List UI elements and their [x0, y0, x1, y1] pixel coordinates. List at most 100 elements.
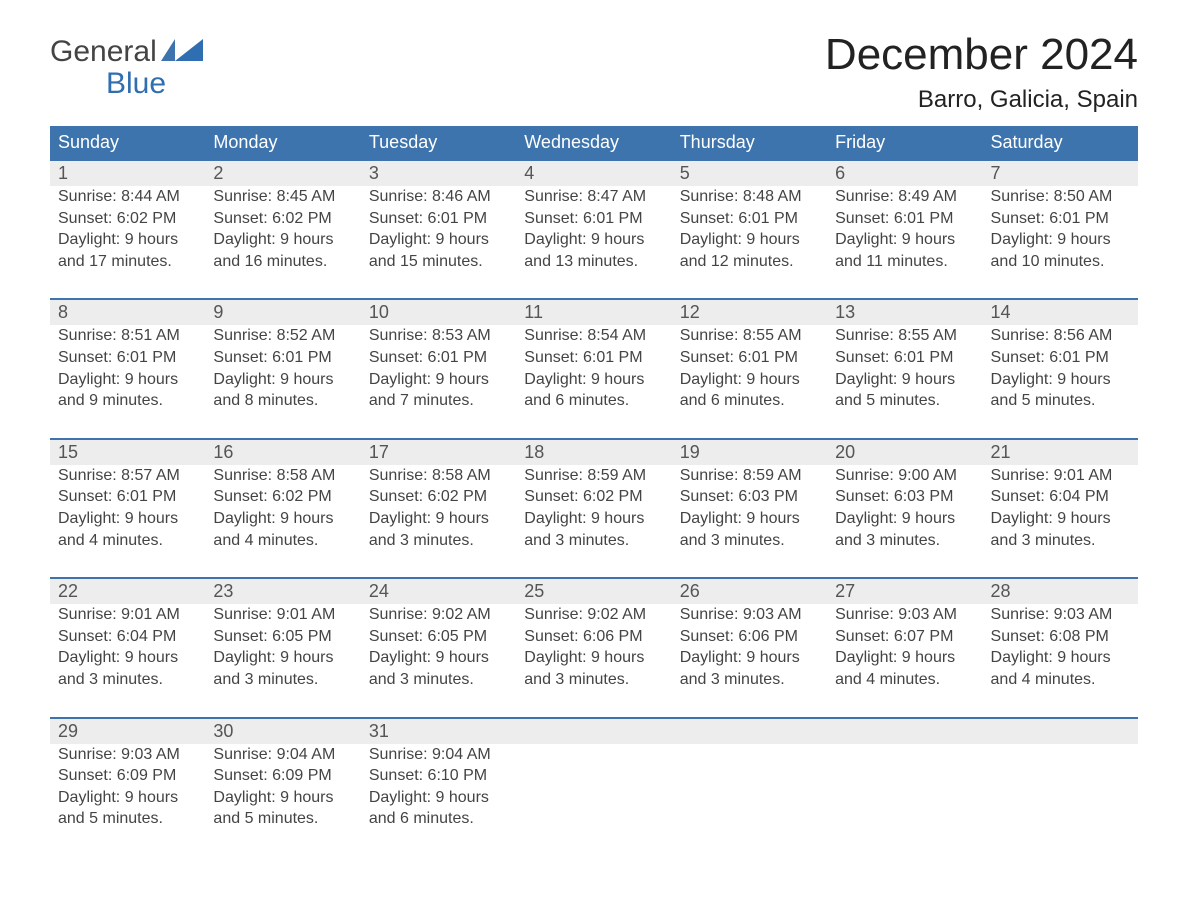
day-info-line: Sunrise: 9:01 AM [58, 604, 197, 626]
day-number-cell [516, 718, 671, 744]
day-number-row: 22232425262728 [50, 578, 1138, 604]
day-number-cell: 12 [672, 299, 827, 325]
day-info-line: and 3 minutes. [58, 669, 197, 691]
day-info-line: Sunset: 6:01 PM [991, 347, 1130, 369]
day-info-line: and 4 minutes. [58, 530, 197, 552]
day-info-line: Sunrise: 9:04 AM [213, 744, 352, 766]
day-info-line: Sunset: 6:02 PM [213, 486, 352, 508]
day-info-line: Daylight: 9 hours [369, 229, 508, 251]
day-info-line: Sunrise: 8:45 AM [213, 186, 352, 208]
day-number-row: 891011121314 [50, 299, 1138, 325]
day-info-line: Daylight: 9 hours [991, 229, 1130, 251]
day-info-line: Sunrise: 8:46 AM [369, 186, 508, 208]
day-info-line: Sunset: 6:01 PM [680, 347, 819, 369]
day-info-line: Sunrise: 8:59 AM [680, 465, 819, 487]
day-number-row: 1234567 [50, 160, 1138, 186]
day-info-line: Daylight: 9 hours [835, 229, 974, 251]
day-info-line: Sunset: 6:07 PM [835, 626, 974, 648]
day-info-line: and 3 minutes. [991, 530, 1130, 552]
day-content-cell: Sunrise: 8:59 AMSunset: 6:02 PMDaylight:… [516, 465, 671, 578]
day-number-row: 293031 [50, 718, 1138, 744]
day-content-cell: Sunrise: 8:48 AMSunset: 6:01 PMDaylight:… [672, 186, 827, 299]
day-content-cell: Sunrise: 8:49 AMSunset: 6:01 PMDaylight:… [827, 186, 982, 299]
day-info-line: Sunset: 6:01 PM [58, 347, 197, 369]
day-number-cell: 25 [516, 578, 671, 604]
day-info-line: Daylight: 9 hours [58, 647, 197, 669]
day-content-cell: Sunrise: 8:55 AMSunset: 6:01 PMDaylight:… [827, 325, 982, 438]
day-info-line: Sunset: 6:01 PM [213, 347, 352, 369]
day-info-line: Sunset: 6:10 PM [369, 765, 508, 787]
day-info-line: Sunrise: 8:51 AM [58, 325, 197, 347]
day-info-line: and 17 minutes. [58, 251, 197, 273]
day-info-line: Daylight: 9 hours [680, 229, 819, 251]
day-number-cell: 21 [983, 439, 1138, 465]
day-info-line: Daylight: 9 hours [58, 508, 197, 530]
day-content-cell: Sunrise: 8:58 AMSunset: 6:02 PMDaylight:… [205, 465, 360, 578]
day-info-line: and 6 minutes. [524, 390, 663, 412]
day-number-cell: 7 [983, 160, 1138, 186]
day-content-cell: Sunrise: 8:47 AMSunset: 6:01 PMDaylight:… [516, 186, 671, 299]
day-info-line: Daylight: 9 hours [58, 369, 197, 391]
day-number-cell: 4 [516, 160, 671, 186]
day-info-line: and 12 minutes. [680, 251, 819, 273]
day-number-cell: 13 [827, 299, 982, 325]
logo-flag-icon [161, 36, 203, 68]
day-number-cell [672, 718, 827, 744]
day-content-cell: Sunrise: 9:04 AMSunset: 6:10 PMDaylight:… [361, 744, 516, 856]
day-info-line: and 3 minutes. [835, 530, 974, 552]
day-info-line: and 5 minutes. [835, 390, 974, 412]
day-number-cell: 31 [361, 718, 516, 744]
day-content-row: Sunrise: 9:03 AMSunset: 6:09 PMDaylight:… [50, 744, 1138, 856]
day-info-line: and 9 minutes. [58, 390, 197, 412]
day-info-line: and 7 minutes. [369, 390, 508, 412]
day-number-cell: 22 [50, 578, 205, 604]
day-number-cell: 19 [672, 439, 827, 465]
day-info-line: and 3 minutes. [524, 669, 663, 691]
brand-line1-wrap: General [50, 36, 203, 68]
day-number-cell: 3 [361, 160, 516, 186]
day-content-cell [516, 744, 671, 856]
day-info-line: Sunrise: 8:59 AM [524, 465, 663, 487]
day-info-line: and 6 minutes. [369, 808, 508, 830]
header: General Blue December 2024 Barro, Galici… [50, 30, 1138, 114]
day-info-line: Daylight: 9 hours [213, 369, 352, 391]
day-number-cell: 14 [983, 299, 1138, 325]
day-info-line: Daylight: 9 hours [369, 369, 508, 391]
day-number-cell: 30 [205, 718, 360, 744]
day-number-cell: 28 [983, 578, 1138, 604]
day-info-line: Sunset: 6:02 PM [213, 208, 352, 230]
day-info-line: Sunrise: 8:52 AM [213, 325, 352, 347]
month-title: December 2024 [825, 30, 1138, 80]
day-info-line: Sunset: 6:01 PM [835, 347, 974, 369]
day-info-line: Sunrise: 8:48 AM [680, 186, 819, 208]
day-content-row: Sunrise: 8:51 AMSunset: 6:01 PMDaylight:… [50, 325, 1138, 438]
day-info-line: Sunset: 6:01 PM [991, 208, 1130, 230]
day-info-line: Daylight: 9 hours [524, 508, 663, 530]
calendar-body: 1234567Sunrise: 8:44 AMSunset: 6:02 PMDa… [50, 160, 1138, 856]
day-number-cell: 23 [205, 578, 360, 604]
day-number-cell: 10 [361, 299, 516, 325]
day-info-line: Sunset: 6:02 PM [369, 486, 508, 508]
day-info-line: Daylight: 9 hours [58, 787, 197, 809]
day-number-cell: 29 [50, 718, 205, 744]
day-info-line: and 8 minutes. [213, 390, 352, 412]
day-info-line: Sunset: 6:06 PM [524, 626, 663, 648]
day-info-line: Sunset: 6:01 PM [369, 347, 508, 369]
day-info-line: Daylight: 9 hours [835, 369, 974, 391]
day-info-line: Sunrise: 9:01 AM [213, 604, 352, 626]
day-info-line: Sunset: 6:03 PM [835, 486, 974, 508]
day-info-line: and 3 minutes. [680, 530, 819, 552]
col-mon: Monday [205, 126, 360, 160]
day-content-cell [827, 744, 982, 856]
day-info-line: Sunrise: 8:58 AM [369, 465, 508, 487]
day-content-cell: Sunrise: 8:51 AMSunset: 6:01 PMDaylight:… [50, 325, 205, 438]
day-info-line: and 15 minutes. [369, 251, 508, 273]
title-block: December 2024 Barro, Galicia, Spain [825, 30, 1138, 114]
brand-line2: Blue [50, 68, 203, 100]
day-content-cell: Sunrise: 9:03 AMSunset: 6:07 PMDaylight:… [827, 604, 982, 717]
day-info-line: Sunset: 6:06 PM [680, 626, 819, 648]
day-info-line: Sunset: 6:08 PM [991, 626, 1130, 648]
col-tue: Tuesday [361, 126, 516, 160]
day-number-cell [827, 718, 982, 744]
day-info-line: Sunrise: 9:02 AM [524, 604, 663, 626]
